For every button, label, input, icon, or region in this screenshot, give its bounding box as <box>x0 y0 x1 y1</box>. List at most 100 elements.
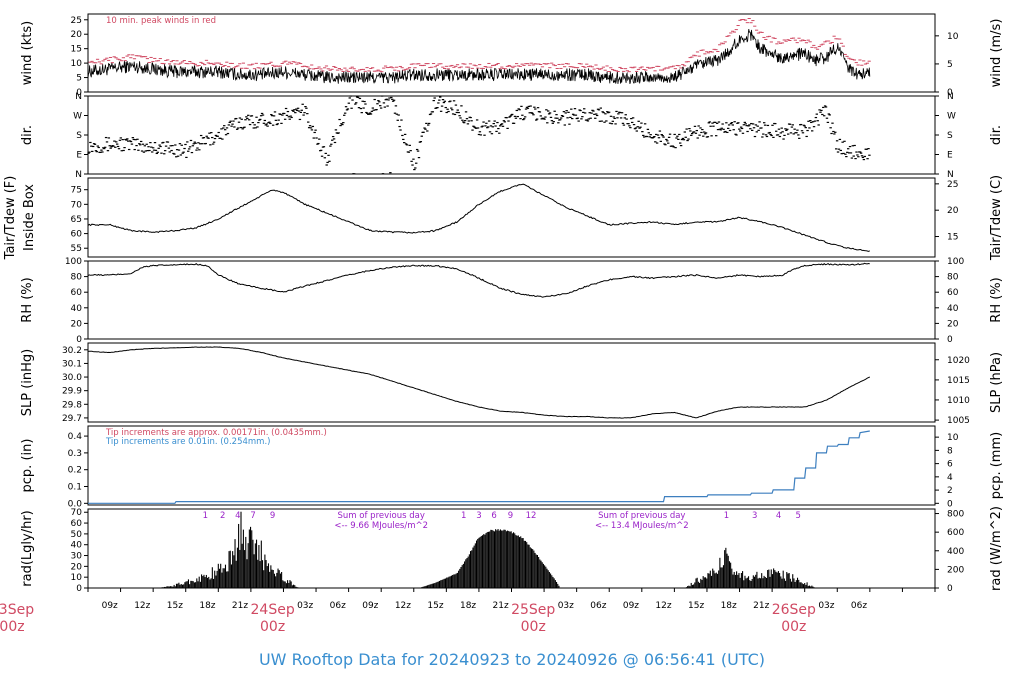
rh-right-tick-label: 60 <box>947 288 959 298</box>
pcp-right-tick-label: 2 <box>947 486 953 496</box>
dir-left-tick-label: W <box>73 112 82 122</box>
rad-right-tick-label: 400 <box>947 547 964 557</box>
date-label-time: 00z <box>0 619 25 635</box>
slp-line <box>87 346 871 419</box>
slp-left-tick-label: 29.7 <box>62 414 82 424</box>
date-label-time: 00z <box>260 619 285 635</box>
time-tick-label: 09z <box>102 601 118 611</box>
dir-right-tick-label: N <box>947 92 954 102</box>
rh-right-tick-label: 80 <box>947 273 959 283</box>
time-tick-label: 21z <box>753 601 769 611</box>
rad-left-tick-label: 60 <box>71 519 83 529</box>
slp-left-tick-label: 30.0 <box>62 373 82 383</box>
rad-day-summary-line1: Sum of previous day <box>598 511 685 521</box>
pcp-left-axis-label: pcp. (in) <box>20 439 35 493</box>
rh-right-tick-label: 40 <box>947 304 959 314</box>
slp-right-tick-label: 1015 <box>947 376 970 386</box>
time-tick-label: 03z <box>818 601 834 611</box>
dir-left-tick-label: N <box>75 92 82 102</box>
rad-right-tick-label: 600 <box>947 528 964 538</box>
rad-right-tick-label: 200 <box>947 565 964 575</box>
panel-rad: 0102030405060700200400600800rad(Lgly/hr)… <box>20 506 1004 594</box>
date-label-day: 23Sep <box>0 602 34 618</box>
rad-left-tick-label: 50 <box>71 530 83 540</box>
rad-hour-mark: 1 <box>724 511 729 521</box>
rad-right-tick-label: 0 <box>947 584 953 594</box>
rad-hour-mark: 2 <box>220 511 225 521</box>
rh-left-tick-label: 20 <box>71 319 83 329</box>
pcp-tip-note-blue: Tip increments are 0.01in. (0.254mm.) <box>105 437 270 447</box>
wind-right-axis-label: wind (m/s) <box>989 19 1004 88</box>
temp-left-tick-label: 70 <box>71 200 83 210</box>
wind-right-tick-label: 10 <box>947 32 959 42</box>
wind-left-tick-label: 10 <box>71 59 83 69</box>
rh-left-tick-label: 60 <box>71 288 83 298</box>
rad-right-tick-label: 800 <box>947 510 964 520</box>
date-label-time: 00z <box>521 619 546 635</box>
pcp-right-tick-label: 6 <box>947 460 953 470</box>
time-tick-label: 12z <box>134 601 150 611</box>
slp-left-tick-label: 29.8 <box>62 400 82 410</box>
time-tick-label: 15z <box>688 601 704 611</box>
dir-right-tick-label: E <box>947 151 953 161</box>
dir-right-axis-label: dir. <box>989 125 1004 145</box>
slp-left-tick-label: 30.2 <box>62 346 82 356</box>
temp-right-axis-label: Tair/Tdew (C) <box>989 175 1004 261</box>
rad-left-tick-label: 70 <box>71 508 83 518</box>
dir-left-tick-label: N <box>75 170 82 180</box>
wind-right-tick-label: 0 <box>947 88 953 98</box>
slp-frame <box>87 342 936 423</box>
rad-hour-mark: 1 <box>203 511 208 521</box>
panel-pcp: 0.0 0.1 0.2 0.3 0.4 0 2 4 6 8 10 pcp. (in) pcp. (mm)… <box>20 425 1004 509</box>
rh-left-tick-label: 80 <box>71 273 83 283</box>
chart-title: UW Rooftop Data for 20240923 to 20240926… <box>259 650 765 669</box>
wind-frame <box>87 13 936 93</box>
rad-hour-mark: 4 <box>776 511 781 521</box>
slp-left-axis-label: SLP (inHg) <box>20 349 35 417</box>
wind-left-tick-label: 5 <box>76 74 82 84</box>
time-tick-label: 21z <box>493 601 509 611</box>
rh-left-tick-label: 100 <box>65 257 82 267</box>
date-label-time: 00z <box>781 619 806 635</box>
slp-right-tick-label: 1020 <box>947 356 970 366</box>
direction-marks <box>87 95 871 175</box>
rad-day-summary-line2: <-- 9.66 MJoules/m^2 <box>334 521 428 531</box>
rh-right-tick-label: 20 <box>947 319 959 329</box>
time-tick-label: 18z <box>721 601 737 611</box>
temp-left-tick-label: 60 <box>71 230 83 240</box>
wind-peak-note: 10 min. peak winds in red <box>106 16 216 26</box>
date-label-day: 24Sep <box>251 602 295 618</box>
rad-left-tick-label: 30 <box>71 552 83 562</box>
rad-left-tick-label: 20 <box>71 562 83 572</box>
rad-hour-mark: 3 <box>476 511 481 521</box>
pcp-right-tick-label: 10 <box>947 433 959 443</box>
rad-left-tick-label: 10 <box>71 573 83 583</box>
rad-left-axis-label: rad(Lgly/hr) <box>20 510 35 586</box>
dir-right-tick-label: W <box>947 112 956 122</box>
temp-frame <box>87 177 936 258</box>
rad-day-summary-line1: Sum of previous day <box>338 511 425 521</box>
time-tick-label: 18z <box>199 601 215 611</box>
rh-left-tick-label: 40 <box>71 304 83 314</box>
panel-slp: 29.7 29.8 29.9 30.0 30.1 30.2 1005 1010 1015 1020… <box>20 342 1004 426</box>
rad-right-axis-label: rad (W/m^2) <box>989 506 1004 591</box>
rad-left-tick-label: 40 <box>71 541 83 551</box>
panel-temp: 55 60 65 70 75 15 20 25 Tair/Tdew (F) Inside Box T… <box>3 175 1004 261</box>
time-tick-label: 15z <box>427 601 443 611</box>
pcp-left-tick-label: 0.0 <box>68 499 83 509</box>
temp-left-axis-label-2: Inside Box <box>22 184 37 251</box>
rad-hour-mark: 5 <box>795 511 800 521</box>
wind-left-tick-label: 0 <box>76 88 82 98</box>
slp-right-tick-label: 1010 <box>947 396 970 406</box>
precipitation-line <box>88 430 870 504</box>
temp-right-tick-label: 20 <box>947 206 959 216</box>
dir-left-axis-label: dir. <box>20 125 35 145</box>
time-tick-label: 06z <box>851 601 867 611</box>
pcp-right-tick-label: 4 <box>947 473 953 483</box>
temp-left-tick-label: 55 <box>71 244 82 254</box>
temp-right-tick-label: 15 <box>947 233 958 243</box>
time-tick-label: 06z <box>330 601 346 611</box>
dir-right-tick-label: N <box>947 170 954 180</box>
